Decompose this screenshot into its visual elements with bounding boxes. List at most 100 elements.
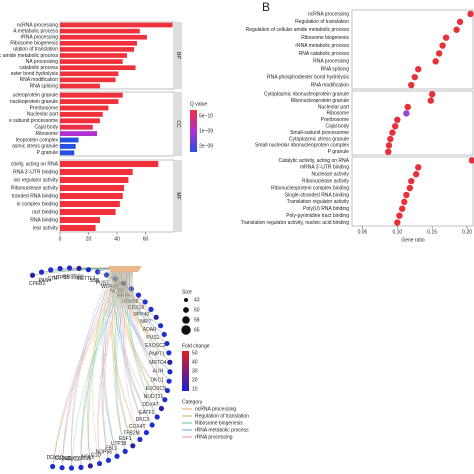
dot bbox=[396, 212, 403, 219]
x-tick-label: 40 bbox=[114, 236, 120, 242]
bar bbox=[60, 47, 135, 52]
gene-node bbox=[59, 465, 65, 471]
y-tick-label: Preribosome bbox=[30, 105, 59, 111]
gene-node bbox=[85, 267, 92, 273]
legend-label: rRNA metabolic process bbox=[195, 427, 249, 433]
bar bbox=[60, 124, 93, 130]
bar bbox=[60, 59, 123, 64]
y-tick-label: lear activity bbox=[33, 225, 59, 231]
panel-label: B bbox=[262, 0, 270, 14]
link bbox=[122, 267, 147, 433]
y-tick-label: Preribosome bbox=[321, 117, 350, 123]
gene-node bbox=[105, 457, 112, 463]
link bbox=[52, 267, 131, 467]
dot bbox=[392, 123, 399, 130]
dot bbox=[412, 171, 420, 178]
gene-label: AUH bbox=[153, 369, 164, 375]
legend-label: 10 bbox=[192, 386, 198, 392]
gene-node bbox=[130, 443, 136, 449]
bar bbox=[60, 34, 147, 40]
y-tick-label: nucleoprotein granule bbox=[10, 99, 58, 105]
legend-label: 50 bbox=[192, 350, 198, 356]
gene-label: EXOSC10 bbox=[68, 456, 91, 462]
gene-label: PAN4 bbox=[39, 278, 52, 284]
group-panel bbox=[351, 90, 474, 156]
legend-label: 50 bbox=[194, 307, 200, 313]
link bbox=[119, 267, 147, 433]
link bbox=[86, 267, 116, 466]
group-label: BP bbox=[175, 52, 181, 59]
size-key bbox=[182, 316, 190, 324]
legend-label: 40 bbox=[192, 359, 198, 365]
gene-node bbox=[143, 429, 149, 436]
gene-label: CPEB1 bbox=[29, 281, 46, 287]
dot bbox=[428, 91, 436, 98]
bar bbox=[60, 83, 100, 89]
y-tick-label: Poly-pyrimidine tract binding bbox=[286, 213, 349, 219]
bar bbox=[60, 137, 79, 143]
y-tick-label: RNA binding bbox=[30, 217, 58, 223]
legend-label: 20 bbox=[192, 377, 198, 383]
x-tick-label: 0.10 bbox=[392, 229, 402, 235]
legend-title: Size bbox=[182, 289, 192, 295]
y-tick-label: Ribonucleoprotein complex binding bbox=[271, 185, 349, 191]
gene-label: EXOSC9 bbox=[146, 386, 167, 392]
y-tick-label: RNA modification bbox=[20, 77, 59, 83]
y-tick-label: Small nucleolar ribonucleoprotein comple… bbox=[255, 143, 349, 149]
bar bbox=[60, 216, 100, 224]
y-tick-label: ncRNA processing bbox=[308, 11, 349, 17]
y-tick-label: asmic stress granule bbox=[12, 144, 58, 150]
y-tick-label: RNA modification bbox=[311, 82, 350, 88]
gene-label: COX4T bbox=[129, 424, 146, 430]
y-tick-label: ctivity, acting on RNA bbox=[11, 161, 59, 167]
link bbox=[80, 267, 128, 468]
y-tick-label: Poly(U) RNA binding bbox=[303, 206, 349, 212]
gene-label: CSDE1 bbox=[55, 456, 72, 462]
gene-label: UTP15 bbox=[53, 275, 69, 281]
x-tick-label: 0.05 bbox=[358, 229, 368, 235]
dot bbox=[415, 164, 422, 171]
bar bbox=[60, 71, 119, 77]
y-tick-label: ic amide metabolic process bbox=[0, 53, 58, 59]
bar bbox=[60, 28, 140, 34]
y-tick-label: RNA splicing bbox=[30, 83, 59, 89]
gene-label: CTIF bbox=[47, 276, 58, 282]
y-tick-label: Ribonucleoprotein granule bbox=[291, 98, 350, 104]
x-axis-label: Gene ratio bbox=[401, 237, 425, 243]
bar bbox=[60, 168, 133, 176]
legend-label: ncRNA processing bbox=[195, 406, 236, 412]
y-tick-label: leoprotein complex bbox=[16, 137, 58, 143]
legend-label: Regulation of translation bbox=[195, 413, 249, 419]
y-tick-label: Ribosome bbox=[35, 131, 58, 137]
x-tick-label: 0 bbox=[59, 236, 62, 242]
gene-label: ADAR bbox=[143, 327, 157, 333]
gene-label: FBL1 bbox=[105, 446, 117, 452]
y-tick-label: RNA catabolic process bbox=[299, 51, 350, 57]
legend-label: rRNA processing bbox=[195, 434, 233, 440]
dot bbox=[401, 198, 408, 206]
size-key bbox=[181, 325, 191, 335]
gene-node bbox=[166, 350, 172, 356]
gene-node bbox=[158, 323, 164, 329]
bar bbox=[60, 65, 136, 70]
bar bbox=[60, 224, 96, 232]
link bbox=[101, 267, 122, 461]
y-tick-label: Catalytic activity, acting on RNA bbox=[279, 158, 350, 164]
gene-node bbox=[164, 340, 170, 347]
x-tick-label: 0.20 bbox=[462, 229, 472, 235]
bar bbox=[60, 41, 137, 46]
y-tick-label: RNA phosphodiester bond hydrolysis bbox=[267, 74, 349, 80]
group-strip bbox=[175, 92, 182, 156]
gene-node bbox=[158, 405, 165, 412]
link bbox=[117, 267, 170, 382]
gene-label: EATF1 bbox=[139, 410, 154, 416]
gene-node bbox=[167, 369, 173, 375]
y-tick-label: Cytoplasmic stress granule bbox=[289, 136, 349, 142]
dot bbox=[387, 135, 394, 143]
dot bbox=[468, 157, 474, 164]
y-tick-label: Nuclease activity bbox=[311, 172, 349, 178]
dot bbox=[408, 81, 415, 89]
y-tick-label: Single-stranded RNA binding bbox=[285, 192, 349, 198]
link bbox=[126, 267, 168, 391]
link bbox=[98, 267, 134, 464]
